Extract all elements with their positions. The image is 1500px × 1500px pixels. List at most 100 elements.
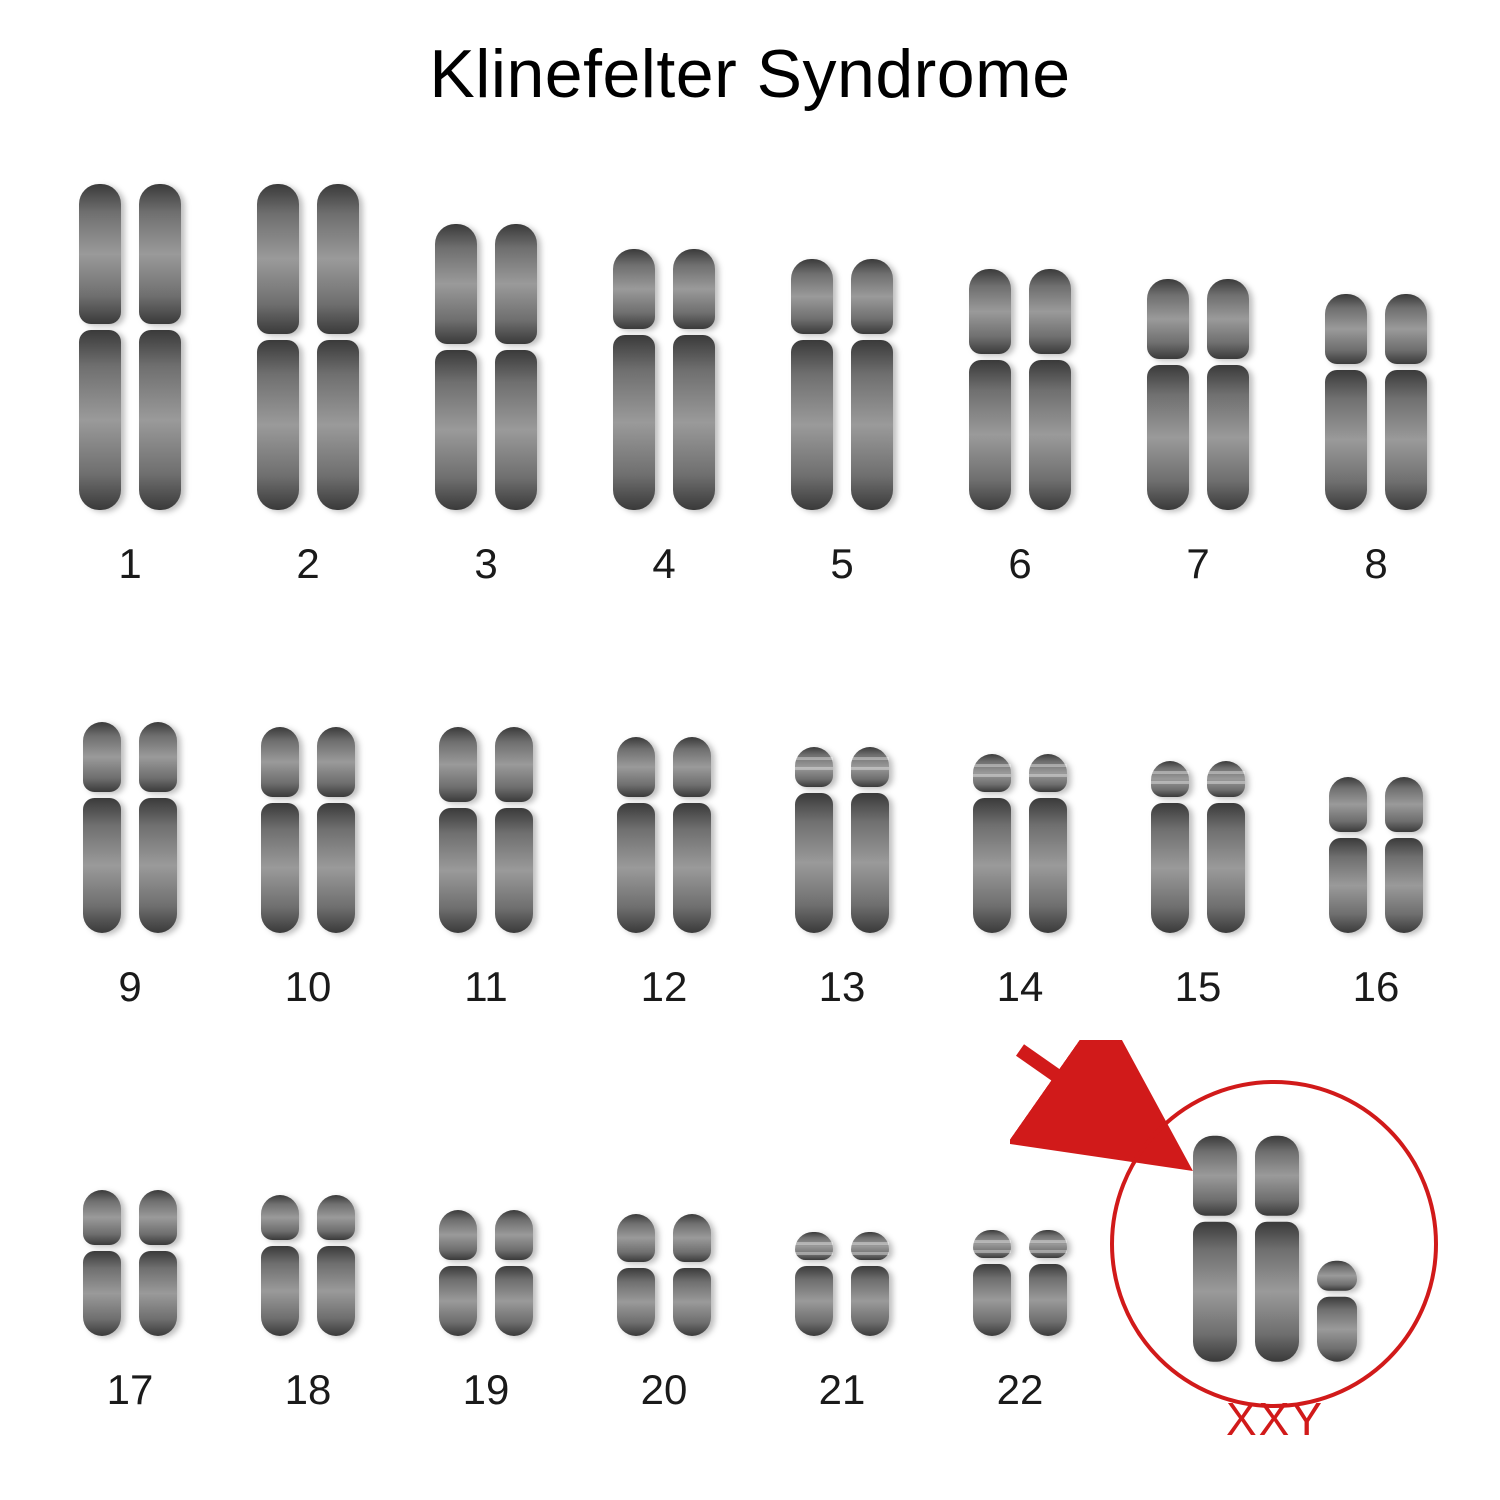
chromosome-pair-16: 16 (1311, 703, 1441, 1011)
chromosome-pair-22: 22 (955, 1146, 1085, 1414)
chromosome (79, 184, 121, 510)
chromosome (495, 224, 537, 510)
chromosome-pair-5: 5 (777, 180, 907, 588)
chromosome (1151, 761, 1189, 933)
chromosome (139, 1190, 177, 1336)
chromosome (617, 737, 655, 933)
chromosome-label: 13 (819, 963, 866, 1011)
chromosome (495, 727, 533, 933)
xxy-label: XXY (1110, 1392, 1440, 1446)
chromosome-label: 11 (464, 963, 508, 1011)
chromosome-pair-12: 12 (599, 703, 729, 1011)
chromosome (139, 722, 177, 933)
chromosome-pair-1: 1 (65, 180, 195, 588)
chromosome (83, 722, 121, 933)
chromosome (83, 1190, 121, 1336)
chromosome-label: 9 (118, 963, 141, 1011)
chromosome (495, 1210, 533, 1336)
chromosome-pair-13: 13 (777, 703, 907, 1011)
chromosome-set (83, 703, 177, 933)
chromosome (1385, 777, 1423, 933)
chromosome-pair-10: 10 (243, 703, 373, 1011)
chromosome (261, 1195, 299, 1336)
chromosome-set (257, 180, 359, 510)
chromosome (1207, 279, 1249, 510)
chromosome-set (795, 1146, 889, 1336)
chromosome (673, 1214, 711, 1336)
chromosome-set (439, 1146, 533, 1336)
chromosome (973, 754, 1011, 933)
chromosome-pair-4: 4 (599, 180, 729, 588)
chromosome (1255, 1136, 1299, 1362)
chromosome-pair-3: 3 (421, 180, 551, 588)
chromosome-set (1147, 180, 1249, 510)
chromosome (1317, 1261, 1357, 1362)
chromosome-label: 7 (1186, 540, 1209, 588)
chromosome-set (435, 180, 537, 510)
chromosome (261, 727, 299, 933)
chromosome-label: 5 (830, 540, 853, 588)
chromosome-set (617, 703, 711, 933)
chromosome-label: 3 (474, 540, 497, 588)
chromosome-label: 18 (285, 1366, 332, 1414)
chromosome-set (1325, 180, 1427, 510)
chromosome (1147, 279, 1189, 510)
page-title: Klinefelter Syndrome (0, 35, 1500, 113)
chromosome-pair-19: 19 (421, 1146, 551, 1414)
chromosome (973, 1230, 1011, 1336)
chromosome (1029, 1230, 1067, 1336)
chromosome (851, 747, 889, 933)
chromosome-label: 1 (118, 540, 141, 588)
chromosome-pair-21: 21 (777, 1146, 907, 1414)
chromosome-pair-18: 18 (243, 1146, 373, 1414)
chromosome-set (261, 1146, 355, 1336)
chromosome (139, 184, 181, 510)
chromosome (1193, 1136, 1237, 1362)
chromosome-set (439, 703, 533, 933)
chromosome-label: 14 (997, 963, 1044, 1011)
chromosome (851, 1232, 889, 1336)
xxy-highlight: XXY (1110, 1080, 1440, 1440)
chromosome-set (79, 180, 181, 510)
chromosome-set (791, 180, 893, 510)
chromosome-label: 21 (819, 1366, 866, 1414)
chromosome (1325, 294, 1367, 510)
chromosome-set (83, 1146, 177, 1336)
chromosome (1029, 269, 1071, 510)
chromosome (317, 727, 355, 933)
chromosome (795, 1232, 833, 1336)
chromosome-set (1329, 703, 1423, 933)
chromosome (1329, 777, 1367, 933)
chromosome-set (795, 703, 889, 933)
chromosome-label: 16 (1353, 963, 1400, 1011)
chromosome (969, 269, 1011, 510)
chromosome-label: 15 (1175, 963, 1222, 1011)
chromosome-label: 6 (1008, 540, 1031, 588)
chromosome (673, 249, 715, 510)
chromosome (673, 737, 711, 933)
chromosome-label: 22 (997, 1366, 1044, 1414)
chromosome (1207, 761, 1245, 933)
chromosome-pair-20: 20 (599, 1146, 729, 1414)
chromosome-pair-7: 7 (1133, 180, 1263, 588)
karyotype-diagram: Klinefelter Syndrome 1234567891011121314… (0, 0, 1500, 1500)
chromosome (439, 727, 477, 933)
chromosome-pair-9: 9 (65, 703, 195, 1011)
chromosome (317, 1195, 355, 1336)
chromosome-label: 2 (296, 540, 319, 588)
chromosome-pair-2: 2 (243, 180, 373, 588)
chromosome-label: 4 (652, 540, 675, 588)
chromosome-set (973, 703, 1067, 933)
xxy-chromosome-set (1193, 1136, 1357, 1362)
chromosome (1385, 294, 1427, 510)
chromosome-label: 17 (107, 1366, 154, 1414)
chromosome-pair-8: 8 (1311, 180, 1441, 588)
chromosome-row: 9 10 11 12 13 14 15 16 (65, 703, 1445, 1011)
chromosome-row: 1 2 3 4 5 6 7 8 (65, 180, 1445, 588)
chromosome (613, 249, 655, 510)
chromosome (257, 184, 299, 510)
chromosome-pair-17: 17 (65, 1146, 195, 1414)
chromosome-label: 12 (641, 963, 688, 1011)
chromosome-label: 8 (1364, 540, 1387, 588)
chromosome-set (969, 180, 1071, 510)
